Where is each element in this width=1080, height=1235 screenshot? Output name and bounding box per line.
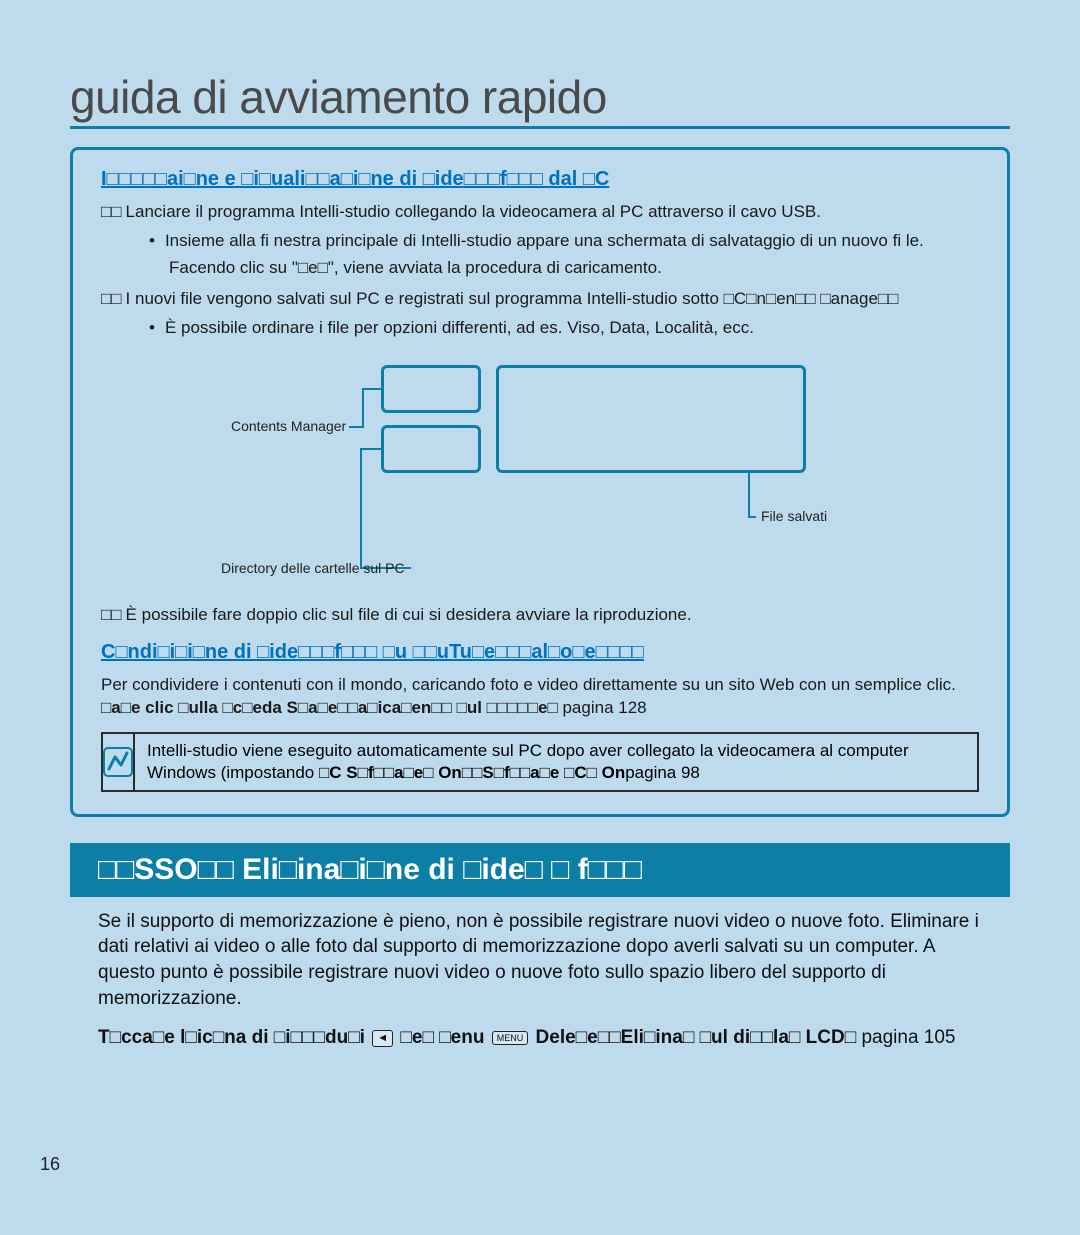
- page-number: 16: [40, 1154, 60, 1175]
- note-text: Intelli-studio viene eseguito automatica…: [135, 734, 977, 790]
- step-2-text: I nuovi file vengono salvati sul PC e re…: [126, 288, 899, 311]
- section2-p1: Per condividere i contenuti con il mondo…: [101, 674, 979, 697]
- step-3: □□ È possibile fare doppio clic sul file…: [101, 604, 979, 627]
- step-2: □□ I nuovi file vengono salvati sul PC e…: [101, 288, 979, 311]
- diagram-label-directory: Directory delle cartelle sul PC: [221, 560, 405, 576]
- step-1-text: Lanciare il programma Intelli-studio col…: [126, 201, 821, 224]
- diagram: Contents Manager File salvati Directory …: [101, 350, 979, 590]
- play-icon: ◄: [372, 1030, 393, 1047]
- section1-heading: I□□□□□ai□ne e □i□uali□□a□i□ne di □ide□□□…: [101, 168, 609, 191]
- diagram-label-contents-manager: Contents Manager: [231, 418, 346, 434]
- section2-p2: □a□e clic □ulla □c□eda S□a□e□□a□ica□en□□…: [101, 697, 979, 720]
- step-1-bullet: •Insieme alla fi nestra principale di In…: [149, 230, 979, 253]
- passo-paragraph: Se il supporto di memorizzazione è pieno…: [98, 909, 982, 1012]
- step-2-bullet: •È possibile ordinare i file per opzioni…: [149, 317, 979, 340]
- menu-icon: MENU: [492, 1031, 529, 1045]
- bullet-dot: •: [149, 318, 165, 337]
- page-title: guida di avviamento rapido: [70, 70, 1010, 129]
- section2-heading: C□ndi□i□i□ne di □ide□□□f□□□ □u □□uTu□e□□…: [101, 641, 644, 664]
- bullet-dot: •: [149, 231, 165, 250]
- passo-body: Se il supporto di memorizzazione è pieno…: [70, 909, 1010, 1051]
- section2-body: Per condividere i contenuti con il mondo…: [101, 674, 979, 720]
- step-3-text: È possibile fare doppio clic sul file di…: [126, 604, 692, 627]
- step-1: □□ Lanciare il programma Intelli-studio …: [101, 201, 979, 224]
- main-frame: I□□□□□ai□ne e □i□uali□□a□i□ne di □ide□□□…: [70, 147, 1010, 817]
- step-2-num: □□: [101, 288, 126, 311]
- note-icon: [103, 734, 135, 790]
- passo-banner: □□SSO□□ Eli□ina□i□ne di □ide□ □ f□□□: [70, 843, 1010, 897]
- step-3-num: □□: [101, 604, 126, 627]
- diagram-connectors: [101, 350, 979, 590]
- passo-instruction: T□cca□e l□ic□na di □i□□□du□i ◄ □e□ □enu …: [98, 1025, 982, 1051]
- step-1-cont: Facendo clic su "□e□", viene avviata la …: [169, 257, 979, 280]
- step-1-num: □□: [101, 201, 126, 224]
- diagram-label-files: File salvati: [761, 508, 827, 524]
- note-box: Intelli-studio viene eseguito automatica…: [101, 732, 979, 792]
